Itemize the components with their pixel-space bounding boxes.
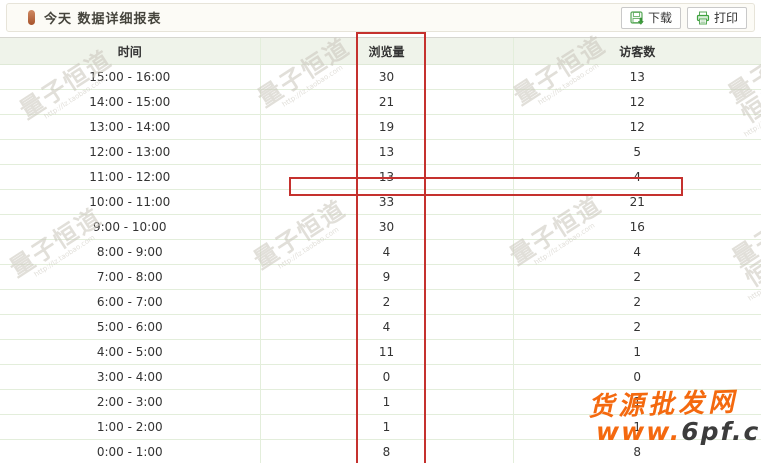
time-cell: 2:00 - 3:00 <box>0 389 260 415</box>
pageviews-cell: 11 <box>259 339 513 365</box>
time-cell: 6:00 - 7:00 <box>0 289 260 315</box>
table-row: 7:00 - 8:00 9 2 <box>0 264 761 290</box>
hourly-report-table: 时间 浏览量 访客数 15:00 - 16:00 30 13 14:00 - 15:0… <box>0 37 761 463</box>
visitors-cell: 12 <box>512 114 761 140</box>
time-cell: 0:00 - 1:00 <box>0 439 260 463</box>
print-button-label: 打印 <box>713 11 738 25</box>
visitors-cell: 2 <box>512 314 761 340</box>
pageviews-cell: 4 <box>259 239 513 265</box>
visitors-cell: 8 <box>512 439 761 463</box>
time-cell: 9:00 - 10:00 <box>0 214 260 240</box>
title-bar: 今天 数据详细报表 下载 <box>6 3 755 32</box>
visitors-cell: 0 <box>512 364 761 390</box>
table-row: 5:00 - 6:00 4 2 <box>0 314 761 340</box>
table-header-row: 时间 浏览量 访客数 <box>0 37 761 65</box>
table-row: 3:00 - 4:00 0 0 <box>0 364 761 390</box>
visitors-cell: 2 <box>512 264 761 290</box>
download-button[interactable]: 下载 <box>620 6 681 29</box>
visitors-cell: 1 <box>512 339 761 365</box>
time-cell: 5:00 - 6:00 <box>0 314 260 340</box>
time-cell: 7:00 - 8:00 <box>0 264 260 290</box>
time-cell: 13:00 - 14:00 <box>0 114 260 140</box>
visitors-cell: 5 <box>512 139 761 165</box>
title-bullet-icon <box>28 10 35 25</box>
table-row: 13:00 - 14:00 19 12 <box>0 114 761 140</box>
column-header-visitors: 访客数 <box>512 37 761 65</box>
table-row: 9:00 - 10:00 30 16 <box>0 214 761 240</box>
table-row: 8:00 - 9:00 4 4 <box>0 239 761 265</box>
visitors-cell: 12 <box>512 89 761 115</box>
visitors-cell: 4 <box>512 164 761 190</box>
pageviews-cell: 13 <box>259 164 513 190</box>
pageviews-cell: 1 <box>259 389 513 415</box>
column-header-time: 时间 <box>0 37 260 65</box>
visitors-cell: 13 <box>512 64 761 90</box>
table-body: 15:00 - 16:00 30 13 14:00 - 15:00 21 12 13:00 … <box>0 64 761 463</box>
pageviews-cell: 0 <box>259 364 513 390</box>
table-row: 0:00 - 1:00 8 8 <box>0 439 761 463</box>
pageviews-cell: 13 <box>259 139 513 165</box>
visitors-cell: 21 <box>512 189 761 215</box>
visitors-cell: 4 <box>512 239 761 265</box>
visitors-cell: 1 <box>512 389 761 415</box>
column-header-pageviews: 浏览量 <box>259 37 513 65</box>
table-row: 12:00 - 13:00 13 5 <box>0 139 761 165</box>
visitors-cell: 1 <box>512 414 761 440</box>
table-row: 10:00 - 11:00 33 21 <box>0 189 761 215</box>
time-cell: 11:00 - 12:00 <box>0 164 260 190</box>
visitors-cell: 2 <box>512 289 761 315</box>
pageviews-cell: 19 <box>259 114 513 140</box>
toolbar: 下载 打印 <box>620 6 747 29</box>
report-table-container: 时间 浏览量 访客数 15:00 - 16:00 30 13 14:00 - 15:0… <box>0 37 761 463</box>
pageviews-cell: 30 <box>259 214 513 240</box>
pageviews-cell: 21 <box>259 89 513 115</box>
table-row: 6:00 - 7:00 2 2 <box>0 289 761 315</box>
table-row: 11:00 - 12:00 13 4 <box>0 164 761 190</box>
time-cell: 1:00 - 2:00 <box>0 414 260 440</box>
time-cell: 4:00 - 5:00 <box>0 339 260 365</box>
time-cell: 10:00 - 11:00 <box>0 189 260 215</box>
pageviews-cell: 30 <box>259 64 513 90</box>
download-button-label: 下载 <box>647 11 672 25</box>
printer-icon <box>696 11 710 25</box>
time-cell: 12:00 - 13:00 <box>0 139 260 165</box>
time-cell: 3:00 - 4:00 <box>0 364 260 390</box>
pageviews-cell: 9 <box>259 264 513 290</box>
time-cell: 8:00 - 9:00 <box>0 239 260 265</box>
print-button[interactable]: 打印 <box>686 6 747 29</box>
table-row: 2:00 - 3:00 1 1 <box>0 389 761 415</box>
pageviews-cell: 33 <box>259 189 513 215</box>
table-row: 14:00 - 15:00 21 12 <box>0 89 761 115</box>
time-cell: 15:00 - 16:00 <box>0 64 260 90</box>
floppy-download-icon <box>630 10 644 25</box>
pageviews-cell: 2 <box>259 289 513 315</box>
pageviews-cell: 4 <box>259 314 513 340</box>
visitors-cell: 16 <box>512 214 761 240</box>
table-row: 1:00 - 2:00 1 1 <box>0 414 761 440</box>
time-cell: 14:00 - 15:00 <box>0 89 260 115</box>
page-title: 今天 数据详细报表 <box>44 12 162 27</box>
table-row: 4:00 - 5:00 11 1 <box>0 339 761 365</box>
pageviews-cell: 1 <box>259 414 513 440</box>
table-row: 15:00 - 16:00 30 13 <box>0 64 761 90</box>
pageviews-cell: 8 <box>259 439 513 463</box>
